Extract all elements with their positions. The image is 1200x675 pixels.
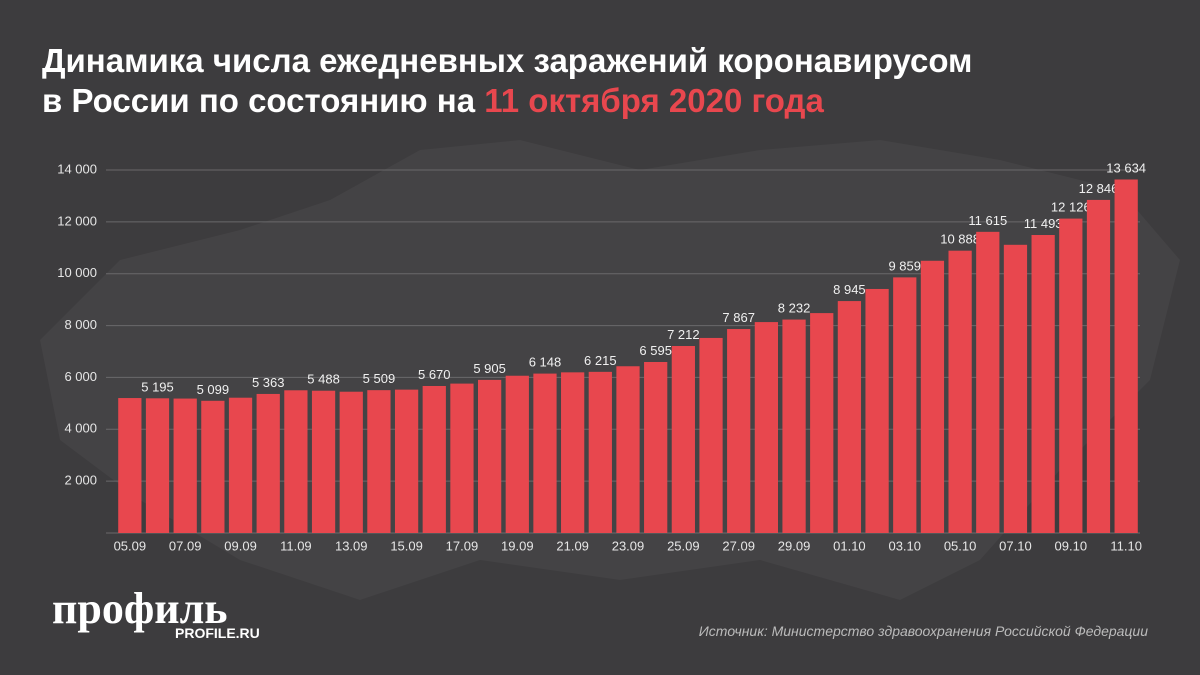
bar — [893, 277, 917, 533]
x-tick-label: 11.10 — [1110, 538, 1142, 553]
value-label: 7 212 — [667, 327, 700, 342]
bar — [588, 371, 612, 533]
x-tick-label: 03.10 — [888, 538, 921, 553]
logo-url: PROFILE.RU — [175, 625, 260, 641]
value-label: 5 670 — [418, 367, 451, 382]
y-tick-label: 6 000 — [64, 369, 97, 384]
x-tick-label: 23.09 — [612, 538, 645, 553]
bar — [810, 313, 834, 533]
x-tick-label: 13.09 — [335, 538, 368, 553]
value-label: 5 363 — [252, 375, 285, 390]
x-tick-label: 15.09 — [390, 538, 423, 553]
bar — [1031, 235, 1055, 533]
x-tick-label: 01.10 — [833, 538, 866, 553]
x-tick-label: 29.09 — [778, 538, 811, 553]
bar — [422, 385, 446, 533]
value-label: 7 867 — [722, 310, 755, 325]
title-text: Динамика числа ежедневных заражений коро… — [42, 42, 972, 79]
value-label: 12 846 — [1079, 181, 1119, 196]
x-tick-label: 05.10 — [944, 538, 977, 553]
value-label: 5 905 — [473, 361, 506, 376]
x-tick-label: 05.09 — [114, 538, 147, 553]
value-label: 11 493 — [1024, 216, 1063, 231]
value-label: 6 595 — [639, 343, 672, 358]
x-tick-label: 19.09 — [501, 538, 534, 553]
value-label: 8 945 — [833, 282, 866, 297]
bar — [145, 398, 170, 533]
bar — [561, 372, 585, 533]
x-tick-label: 07.09 — [169, 538, 202, 553]
bar — [394, 389, 419, 533]
bar — [865, 288, 889, 533]
bar — [837, 301, 862, 533]
bar — [782, 319, 806, 533]
value-label: 5 099 — [197, 382, 230, 397]
x-tick-label: 27.09 — [722, 538, 755, 553]
value-label: 8 232 — [778, 301, 811, 316]
bar — [284, 390, 308, 533]
bar — [644, 362, 668, 533]
bar — [118, 398, 142, 533]
bar — [671, 346, 695, 533]
bar — [699, 337, 723, 533]
bar — [311, 390, 336, 533]
logo: профиль — [52, 584, 228, 633]
title-text-rest: в России по состоянию на — [42, 82, 484, 119]
bar — [948, 250, 972, 534]
bar — [505, 375, 529, 533]
y-tick-label: 4 000 — [64, 421, 97, 436]
source: Источник: Министерство здравоохранения Р… — [699, 623, 1148, 639]
bar — [367, 390, 391, 533]
x-tick-label: 09.10 — [1055, 538, 1088, 553]
chart-title: Динамика числа ежедневных заражений коро… — [42, 42, 972, 79]
bar — [477, 379, 502, 533]
bar — [1059, 218, 1083, 533]
x-tick-label: 11.09 — [280, 538, 312, 553]
value-label: 6 215 — [584, 353, 617, 368]
y-tick-label: 2 000 — [64, 473, 97, 488]
y-tick-label: 14 000 — [57, 161, 97, 176]
value-label: 13 634 — [1106, 160, 1146, 175]
y-tick-label: 12 000 — [57, 213, 97, 228]
x-tick-label: 25.09 — [667, 538, 700, 553]
bar — [201, 400, 225, 533]
value-label: 5 195 — [141, 379, 174, 394]
bar — [339, 391, 363, 533]
bar — [1114, 179, 1138, 533]
value-label: 5 509 — [363, 371, 396, 386]
value-label: 6 148 — [529, 355, 562, 370]
bar — [256, 393, 280, 533]
bar — [1086, 199, 1111, 533]
bar — [727, 329, 751, 533]
value-label: 10 888 — [940, 232, 980, 247]
x-tick-label: 07.10 — [999, 538, 1032, 553]
bar — [173, 398, 197, 533]
bar — [1003, 244, 1028, 533]
bar — [228, 397, 253, 533]
y-tick-label: 10 000 — [57, 265, 97, 280]
value-label: 5 488 — [307, 372, 340, 387]
bar — [754, 322, 779, 533]
bar — [533, 373, 557, 533]
title-date: 11 октября 2020 года — [484, 82, 824, 119]
y-tick-label: 8 000 — [64, 317, 97, 332]
value-label: 12 126 — [1051, 200, 1091, 215]
bar — [616, 366, 640, 533]
bar — [976, 231, 1000, 533]
value-label: 9 859 — [888, 258, 921, 273]
x-tick-label: 17.09 — [446, 538, 479, 553]
value-label: 11 615 — [968, 213, 1007, 228]
x-tick-label: 09.09 — [224, 538, 257, 553]
bar — [920, 260, 945, 533]
x-tick-label: 21.09 — [556, 538, 589, 553]
bar — [450, 383, 474, 533]
chart-title-line2: в России по состоянию на 11 октября 2020… — [42, 82, 824, 119]
